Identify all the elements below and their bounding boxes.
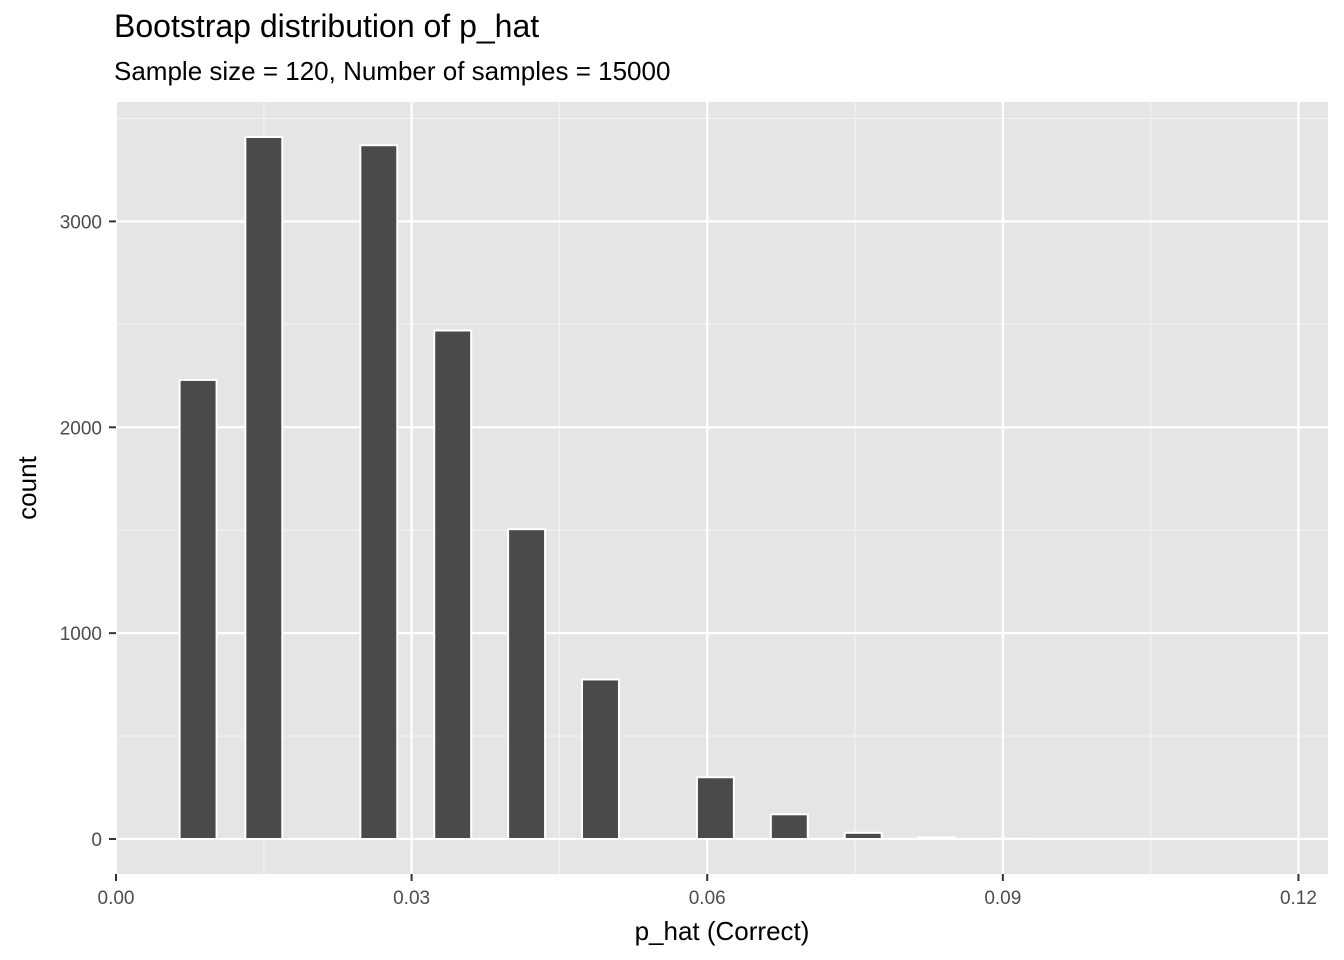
histogram-bar [244,135,284,841]
x-tick-label: 0.12 [1280,888,1317,909]
chart-subtitle: Sample size = 120, Number of samples = 1… [114,56,671,86]
major-gridlines [114,102,1328,874]
x-tick-label: 0.09 [984,888,1021,909]
y-axis: 0 1000 2000 3000 [60,212,116,851]
x-tick-label: 0.06 [689,888,726,909]
y-tick-label: 0 [91,830,102,851]
y-tick-label: 2000 [60,418,102,439]
histogram-bar [769,813,809,841]
histogram-bar [433,329,473,841]
histogram-bar [843,831,883,841]
y-tick-label: 1000 [60,624,102,645]
y-axis-label: count [12,455,42,519]
histogram-bar [581,678,620,841]
histogram-bar [178,378,218,841]
y-tick-label: 3000 [60,212,102,233]
histogram-bar [917,836,957,841]
chart-title: Bootstrap distribution of p_hat [114,8,540,44]
histogram-bar [507,528,547,841]
histogram-bar [359,144,399,841]
x-tick-label: 0.03 [393,888,430,909]
x-axis: 0.00 0.03 0.06 0.09 0.12 [98,874,1317,909]
minor-gridlines [116,102,1328,874]
histogram-bars [178,135,1294,841]
x-axis-label: p_hat (Correct) [635,916,810,946]
histogram-bar [695,776,735,841]
x-tick-label: 0.00 [98,888,135,909]
plot-panel [116,102,1328,874]
